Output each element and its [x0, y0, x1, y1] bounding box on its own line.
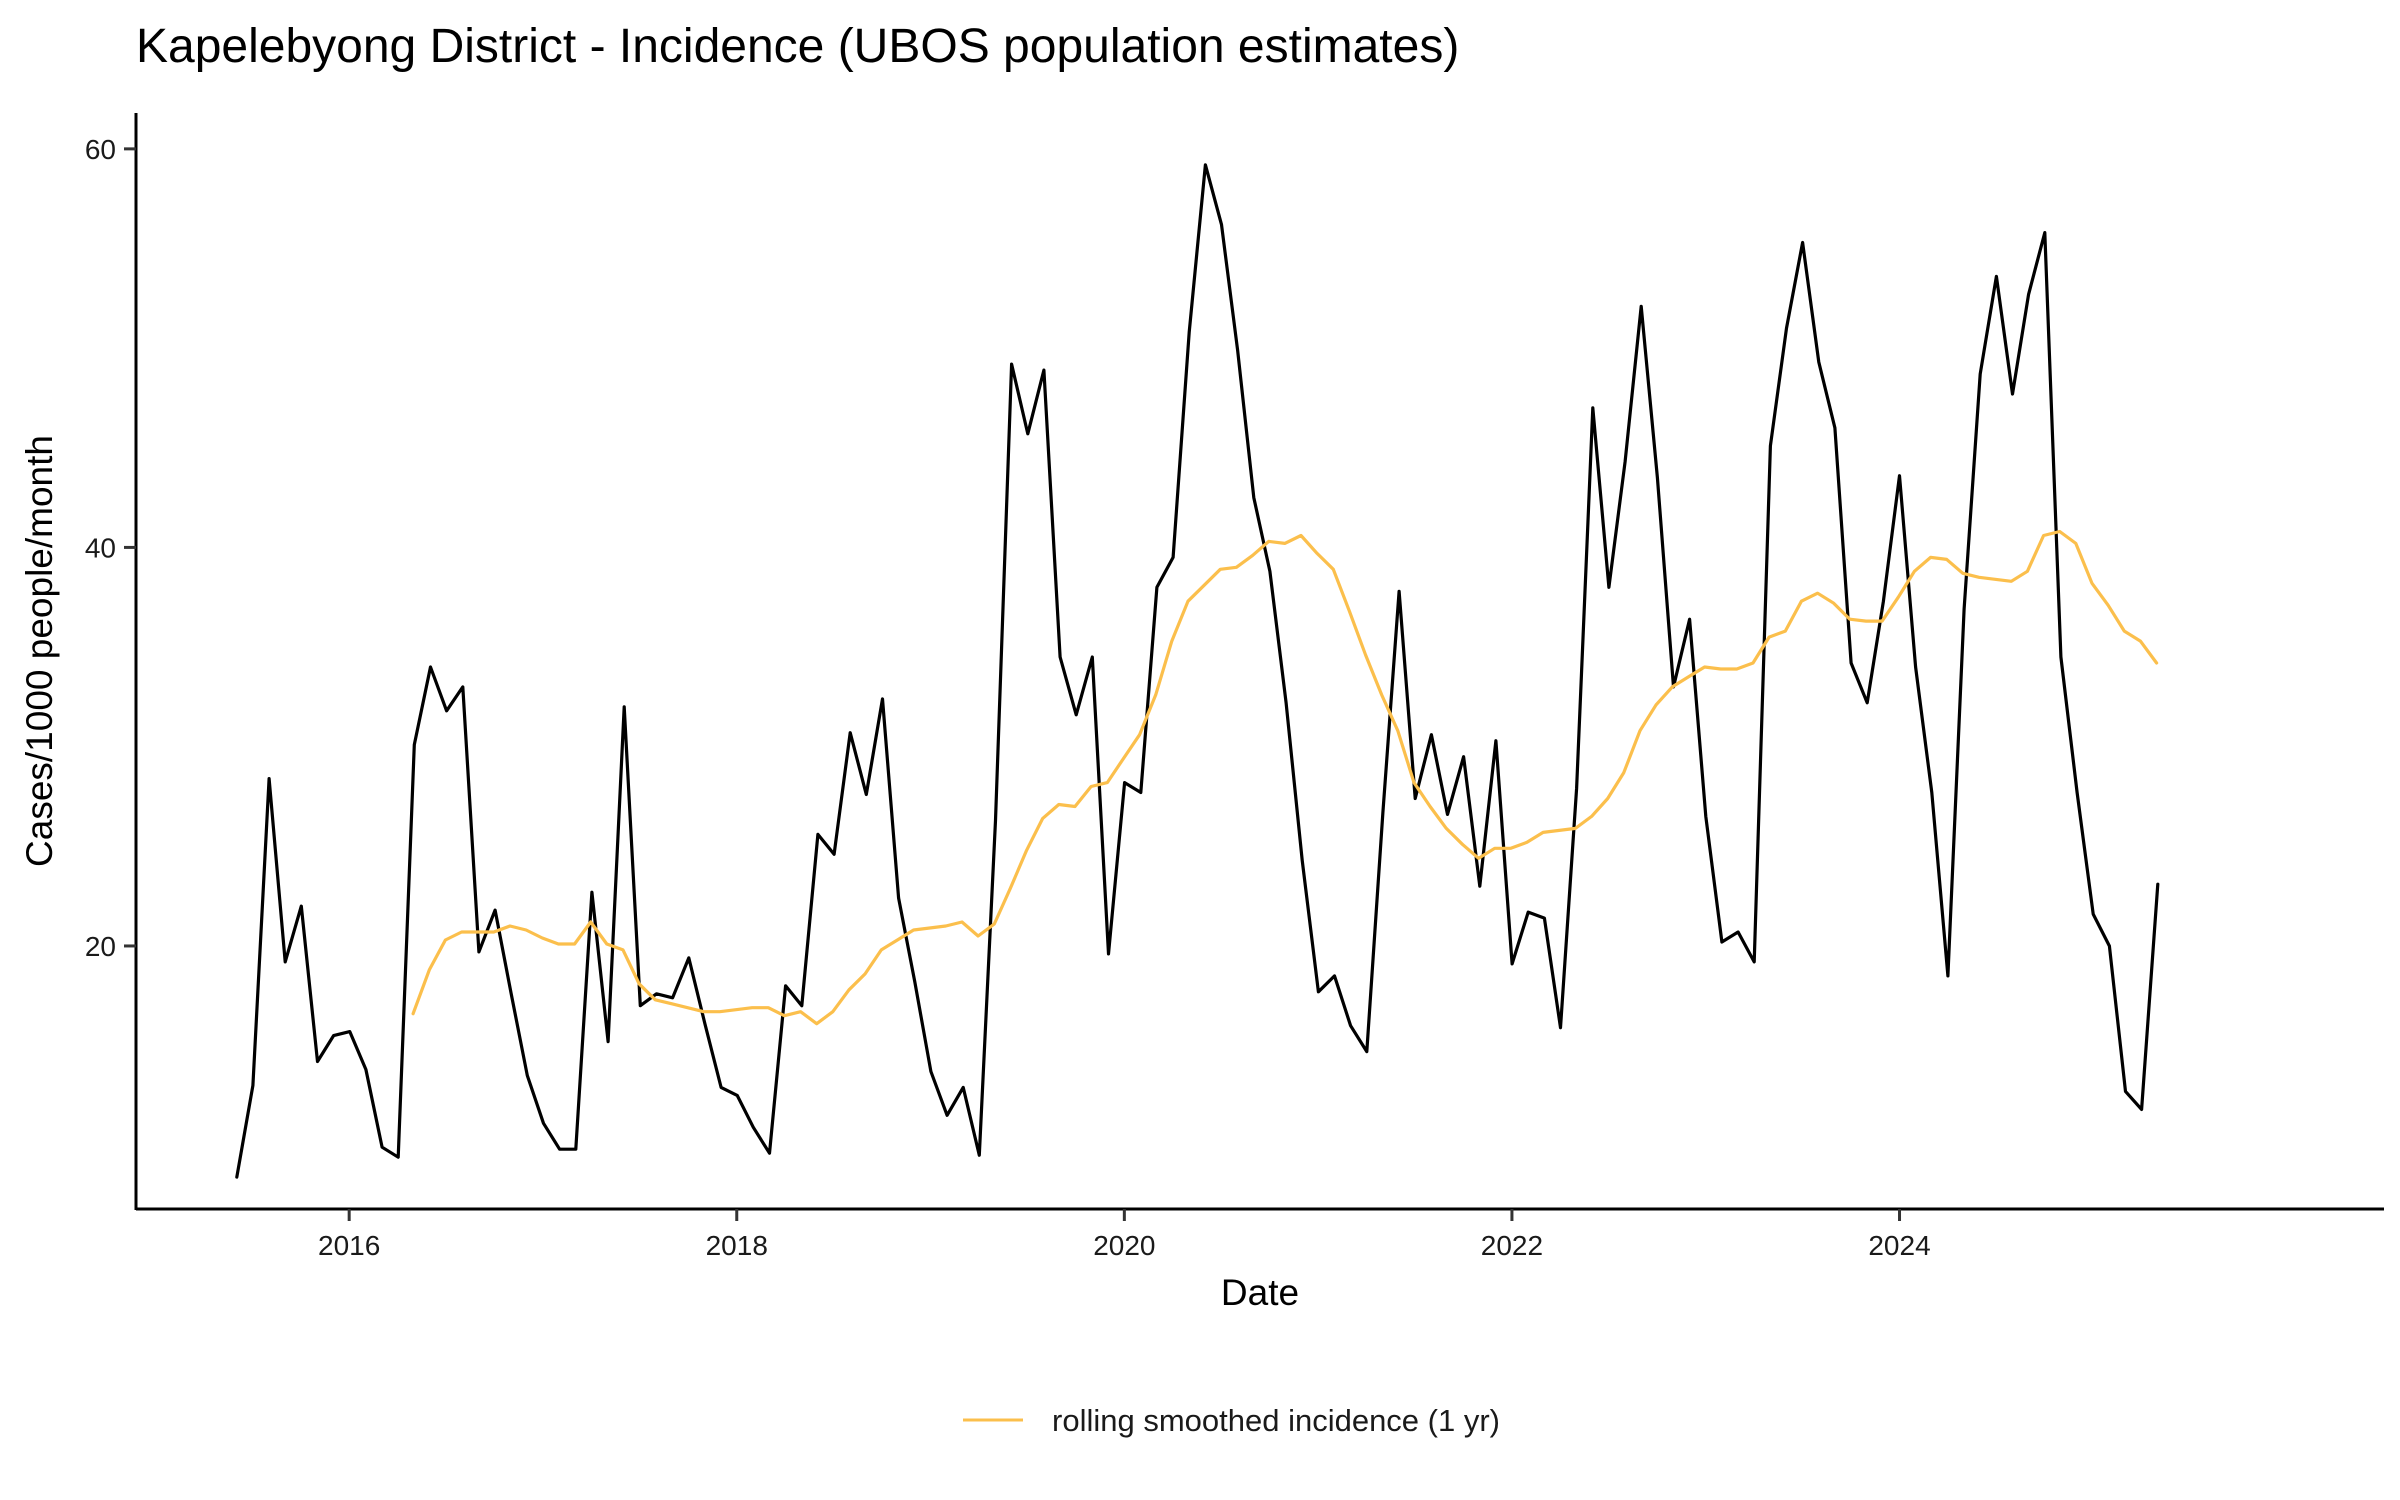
x-tick-label: 2020	[1093, 1230, 1155, 1261]
legend-label-smoothed: rolling smoothed incidence (1 yr)	[1052, 1403, 1500, 1438]
smoothed-incidence-line	[411, 529, 2159, 1026]
plot-area: 2016 2018 2020 2022 2024 20 40 60	[85, 113, 2384, 1261]
x-tick-label: 2024	[1868, 1230, 1930, 1261]
chart-title: Kapelebyong District - Incidence (UBOS p…	[136, 20, 1459, 73]
x-axis-ticks: 2016 2018 2020 2022 2024	[318, 1209, 1931, 1261]
x-tick-label: 2016	[318, 1230, 380, 1261]
x-tick-label: 2018	[706, 1230, 768, 1261]
series-layer	[235, 163, 2160, 1179]
incidence-line	[235, 163, 2160, 1179]
y-axis-title: Cases/1000 people/month	[19, 435, 60, 867]
legend: rolling smoothed incidence (1 yr)	[963, 1403, 1500, 1438]
x-axis-title: Date	[1221, 1272, 1299, 1313]
y-axis-ticks: 20 40 60	[85, 134, 136, 962]
y-tick-label: 40	[85, 532, 116, 563]
y-tick-label: 20	[85, 931, 116, 962]
y-tick-label: 60	[85, 134, 116, 165]
x-tick-label: 2022	[1481, 1230, 1543, 1261]
